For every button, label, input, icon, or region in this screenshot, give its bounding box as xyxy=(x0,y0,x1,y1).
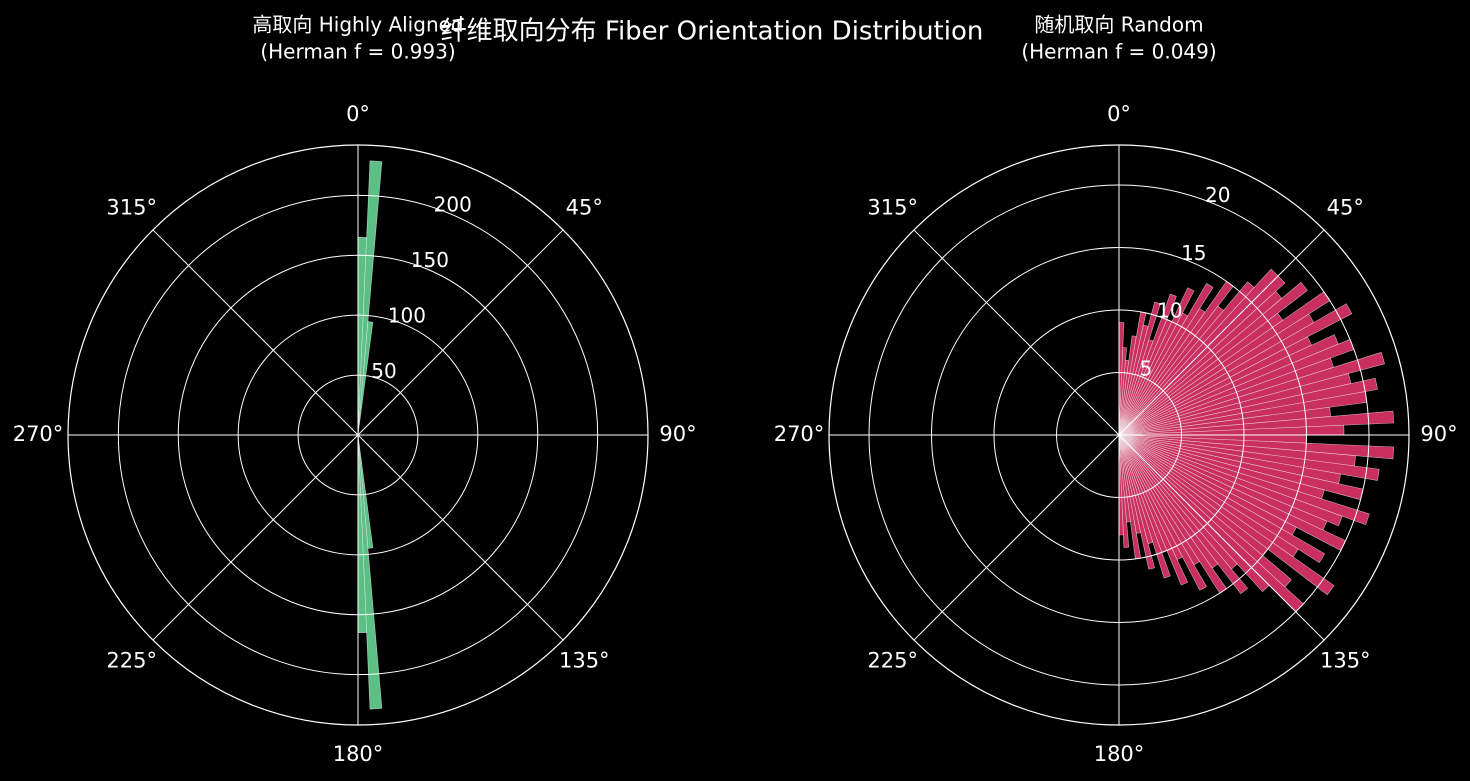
grid-spoke xyxy=(1118,434,1325,641)
angle-tick-label: 270° xyxy=(774,422,825,446)
angle-tick-label: 270° xyxy=(13,422,64,446)
angle-tick-label: 90° xyxy=(1420,422,1457,446)
bar xyxy=(1118,434,1171,579)
angle-tick-label: 180° xyxy=(1094,742,1145,766)
r-tick-label: 20 xyxy=(1205,183,1230,207)
grid-spoke xyxy=(357,229,564,436)
bar xyxy=(1118,283,1214,436)
grid-spoke xyxy=(913,229,1120,436)
chart-title: 随机取向 Random xyxy=(1034,13,1203,37)
angle-tick-label: 0° xyxy=(346,102,370,126)
angle-tick-label: 225° xyxy=(106,648,157,672)
r-tick-label: 100 xyxy=(388,303,426,327)
angle-tick-label: 135° xyxy=(1320,648,1371,672)
r-tick-label: 200 xyxy=(434,193,472,217)
grid-spoke xyxy=(152,434,359,641)
r-tick-label: 15 xyxy=(1181,241,1206,265)
bar xyxy=(1118,434,1189,586)
chart-title: (Herman f = 0.049) xyxy=(1021,40,1216,64)
angle-tick-label: 225° xyxy=(867,648,918,672)
angle-tick-label: 0° xyxy=(1107,102,1131,126)
bar xyxy=(1118,377,1378,436)
bar xyxy=(1118,281,1308,436)
bar xyxy=(1118,434,1326,564)
bar xyxy=(1118,434,1155,570)
chart-title: 高取向 Highly Aligned xyxy=(252,13,463,37)
angle-tick-label: 315° xyxy=(867,196,918,220)
bar xyxy=(1118,410,1395,436)
bar xyxy=(1118,351,1385,436)
angle-tick-label: 90° xyxy=(659,422,696,446)
r-tick-label: 150 xyxy=(411,248,449,272)
angle-tick-label: 45° xyxy=(1327,196,1364,220)
bar xyxy=(1118,303,1353,436)
grid-spoke xyxy=(913,434,1120,641)
figure-title: 纤维取向分布 Fiber Orientation Distribution xyxy=(441,17,984,47)
bar xyxy=(1118,434,1207,591)
grid-spoke xyxy=(152,229,359,436)
angle-tick-label: 315° xyxy=(106,196,157,220)
bar xyxy=(1118,434,1370,526)
r-tick-label: 10 xyxy=(1157,299,1182,323)
r-tick-label: 5 xyxy=(1140,356,1153,380)
chart-title: (Herman f = 0.993) xyxy=(260,40,455,64)
bar xyxy=(1118,287,1195,436)
bar xyxy=(357,434,383,710)
angle-tick-label: 45° xyxy=(566,196,603,220)
grid-spoke xyxy=(1118,229,1325,436)
grid-spoke xyxy=(357,434,564,641)
bar xyxy=(1118,434,1130,548)
angle-tick-label: 180° xyxy=(333,742,384,766)
bar xyxy=(357,321,374,436)
bar xyxy=(1118,434,1248,595)
bar xyxy=(1118,434,1335,596)
angle-tick-label: 135° xyxy=(559,648,610,672)
bar xyxy=(1118,434,1343,527)
r-tick-label: 50 xyxy=(371,359,396,383)
